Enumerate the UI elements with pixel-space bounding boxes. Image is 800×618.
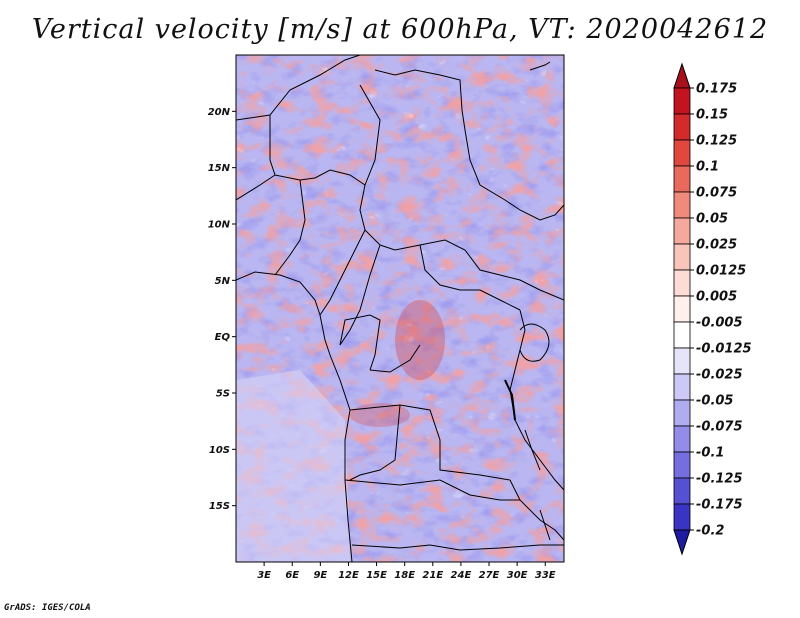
velocity-field xyxy=(236,55,564,562)
colorbar-segment xyxy=(673,191,691,219)
colorbar-label: 0.1 xyxy=(696,160,719,175)
colorbar-label: 0.15 xyxy=(696,108,728,123)
colorbar-label: -0.2 xyxy=(696,524,724,539)
lon-tick-label: 33E xyxy=(535,570,556,581)
colorbar-label: 0.05 xyxy=(696,212,728,227)
colorbar-segment xyxy=(673,373,691,401)
lat-tick-label: 10S xyxy=(209,445,230,456)
lat-tick-label: 15S xyxy=(209,501,230,512)
colorbar-segment xyxy=(673,425,691,453)
lon-tick-label: 24E xyxy=(451,570,472,581)
colorbar: 0.175 0.15 0.125 0.1 0.075 0.05 0.025 0.0125 0.0… xyxy=(673,62,752,556)
boundaries xyxy=(236,55,564,562)
map-frame xyxy=(235,54,565,563)
colorbar-segment xyxy=(673,165,691,193)
lat-tick-label: 15N xyxy=(208,163,231,174)
colorbar-label: -0.0125 xyxy=(696,342,752,357)
colorbar-label: -0.125 xyxy=(696,472,743,487)
colorbar-label: -0.005 xyxy=(696,316,743,331)
colorbar-label: 0.0125 xyxy=(696,264,746,279)
colorbar-segment xyxy=(673,87,691,115)
colorbar-label: -0.1 xyxy=(696,446,724,461)
colorbar-segment xyxy=(673,217,691,245)
colorbar-label: 0.075 xyxy=(696,186,737,201)
lon-tick-label: 21E xyxy=(422,570,443,581)
colorbar-label: -0.05 xyxy=(696,394,733,409)
colorbar-label: -0.075 xyxy=(696,420,743,435)
latitude-axis: 20N 15N 10N 5N EQ 5S 10S 15S xyxy=(208,107,236,512)
colorbar-top-extension xyxy=(673,62,691,89)
colorbar-segment xyxy=(673,243,691,271)
colorbar-bottom-extension xyxy=(673,529,691,556)
lon-tick-label: 9E xyxy=(313,570,327,581)
lon-tick-label: 15E xyxy=(366,570,387,581)
colorbar-segment xyxy=(673,503,691,531)
colorbar-segment xyxy=(673,321,691,349)
lon-tick-label: 27E xyxy=(479,570,500,581)
colorbar-segment xyxy=(673,399,691,427)
lon-tick-label: 3E xyxy=(257,570,271,581)
lat-tick-label: 10N xyxy=(208,220,231,231)
colorbar-label: -0.175 xyxy=(696,498,743,513)
colorbar-segment xyxy=(673,269,691,297)
colorbar-segment xyxy=(673,451,691,479)
lon-tick-label: 18E xyxy=(394,570,415,581)
colorbar-segment xyxy=(673,347,691,375)
lon-tick-label: 12E xyxy=(338,570,359,581)
colorbar-label: 0.005 xyxy=(696,290,737,305)
lon-tick-label: 30E xyxy=(507,570,528,581)
colorbar-segment xyxy=(673,139,691,167)
lon-tick-label: 6E xyxy=(285,570,299,581)
colorbar-label: 0.175 xyxy=(696,82,737,97)
colorbar-segment xyxy=(673,477,691,505)
lat-tick-label: 5S xyxy=(216,389,230,400)
colorbar-segment xyxy=(673,295,691,323)
grads-credit: GrADS: IGES/COLA xyxy=(4,603,91,613)
lat-tick-label: 5N xyxy=(215,276,231,287)
colorbar-label: 0.125 xyxy=(696,134,737,149)
longitude-axis: 3E 6E 9E 12E 15E 18E 21E 24E 27E 30E 33E xyxy=(257,562,556,581)
lat-tick-label: 20N xyxy=(208,107,231,118)
colorbar-segment xyxy=(673,113,691,141)
chart-title: Vertical velocity [m/s] at 600hPa, VT: 2… xyxy=(31,14,769,45)
lat-tick-label: EQ xyxy=(215,332,231,343)
colorbar-label: 0.025 xyxy=(696,238,737,253)
colorbar-label: -0.025 xyxy=(696,368,743,383)
